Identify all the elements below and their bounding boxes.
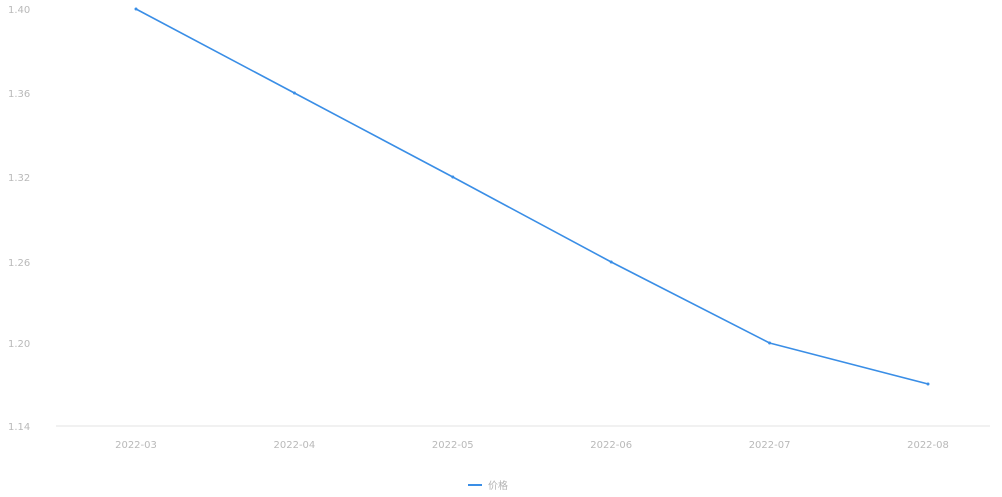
y-tick-label: 1.20 (8, 339, 30, 350)
legend[interactable]: 价格 (468, 479, 508, 492)
x-tick-label: 2022-07 (749, 440, 791, 451)
series-line (135, 8, 929, 385)
data-point (609, 260, 613, 264)
data-point (451, 175, 455, 179)
y-axis: 1.14 1.20 1.26 1.32 1.36 1.40 (8, 5, 30, 433)
y-tick-label: 1.26 (8, 258, 30, 269)
y-tick-label: 1.40 (8, 5, 30, 16)
plot-area (134, 7, 930, 386)
data-point (768, 341, 772, 345)
x-tick-label: 2022-04 (274, 440, 316, 451)
y-tick-label: 1.32 (8, 173, 30, 184)
x-tick-label: 2022-08 (907, 440, 949, 451)
x-tick-label: 2022-06 (590, 440, 632, 451)
x-tick-label: 2022-05 (432, 440, 474, 451)
y-tick-label: 1.14 (8, 422, 30, 433)
data-point (292, 91, 296, 95)
legend-label: 价格 (488, 479, 508, 492)
x-axis: 2022-03 2022-04 2022-05 2022-06 2022-07 2022-… (56, 425, 990, 451)
x-tick-label: 2022-03 (115, 440, 157, 451)
y-tick-label: 1.36 (8, 89, 30, 100)
legend-swatch (468, 484, 482, 486)
data-point (134, 7, 138, 11)
data-point (926, 382, 930, 386)
